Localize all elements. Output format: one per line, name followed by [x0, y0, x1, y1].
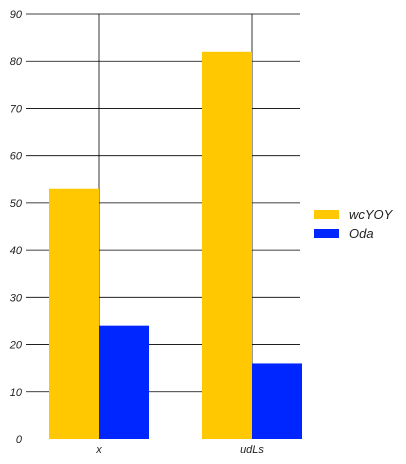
y-tick-label: 40 — [10, 245, 23, 257]
legend-item-wcYOY: wcYOY — [314, 207, 394, 222]
x-tick-label: udLs — [240, 444, 264, 456]
y-tick-label: 30 — [10, 292, 23, 304]
legend-label: wcYOY — [349, 207, 394, 222]
bar-wcYOY-udLs — [202, 51, 252, 440]
bar-wcYOY-x — [49, 188, 99, 439]
legend-item-Oda: Oda — [314, 226, 374, 241]
legend-swatch — [314, 229, 339, 238]
y-tick-label: 90 — [10, 9, 23, 21]
y-axis-tick-labels: 0 10 20 30 40 50 60 70 80 90 — [9, 9, 23, 446]
y-tick-label: 10 — [10, 387, 23, 399]
y-tick-label: 70 — [10, 103, 23, 115]
y-tick-label: 80 — [10, 56, 23, 68]
legend-label: Oda — [349, 226, 374, 241]
bars — [49, 51, 302, 440]
bar-Oda-x — [99, 325, 149, 439]
bar-Oda-udLs — [252, 363, 302, 439]
y-tick-label: 0 — [16, 434, 23, 446]
x-tick-label: x — [95, 444, 102, 456]
x-axis-tick-labels: x udLs — [95, 444, 264, 456]
y-tick-label: 60 — [10, 151, 23, 163]
legend: wcYOY Oda — [314, 207, 394, 241]
legend-swatch — [314, 210, 339, 219]
y-tick-label: 50 — [10, 198, 23, 210]
y-tick-label: 20 — [9, 340, 23, 352]
